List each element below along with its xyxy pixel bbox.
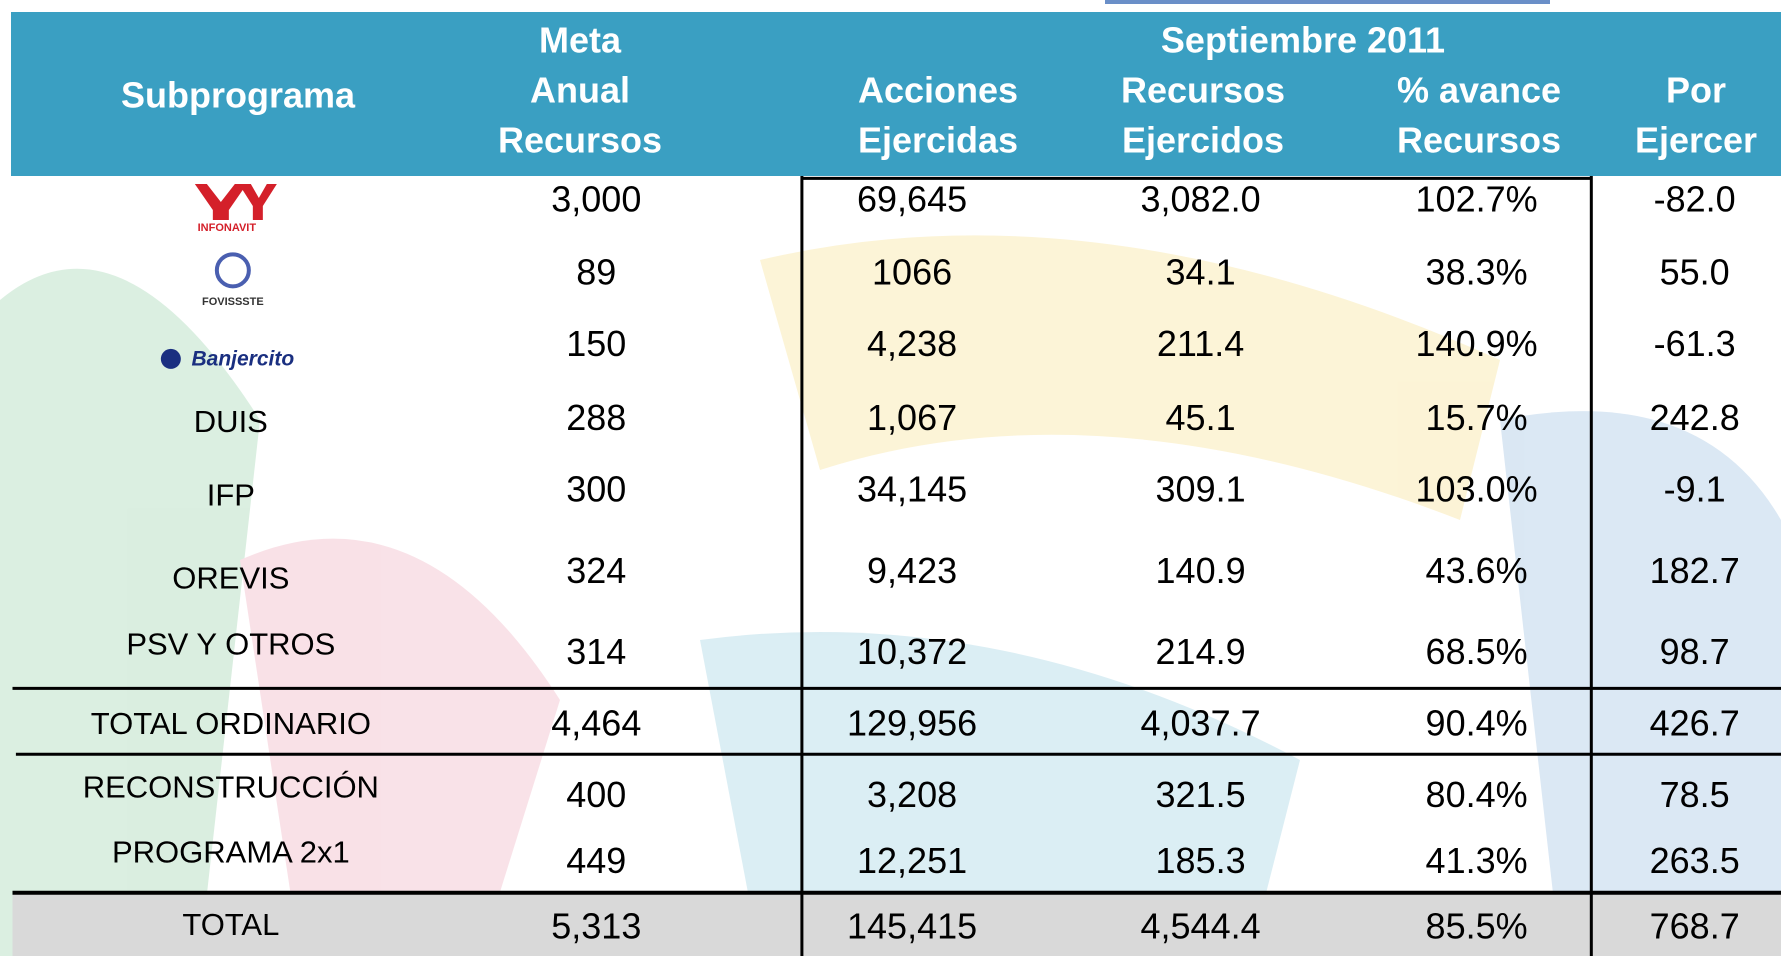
cell: 426.7 bbox=[1650, 702, 1740, 743]
header-subprograma: Subprograma bbox=[121, 75, 356, 116]
cell: 449 bbox=[566, 840, 626, 881]
bg-shape bbox=[0, 268, 260, 956]
cell: 102.7% bbox=[1416, 179, 1538, 220]
logo-icon bbox=[194, 184, 277, 221]
cell: 314 bbox=[566, 631, 626, 672]
cell: 12,251 bbox=[857, 840, 967, 881]
cell: 80.4% bbox=[1426, 774, 1528, 815]
cell: 214.9 bbox=[1156, 631, 1246, 672]
cell: 10,372 bbox=[857, 631, 967, 672]
cell: 185.3 bbox=[1156, 840, 1246, 881]
background-shapes bbox=[0, 235, 1781, 956]
cell: 55.0 bbox=[1660, 251, 1730, 292]
header-acciones: Acciones bbox=[858, 70, 1018, 111]
cell: 43.6% bbox=[1426, 550, 1528, 591]
header-por: Por bbox=[1666, 70, 1726, 111]
row-label: PSV Y OTROS bbox=[126, 626, 335, 661]
logo-text: Banjercito bbox=[191, 348, 294, 371]
cell: 129,956 bbox=[847, 702, 977, 743]
cell: 321.5 bbox=[1156, 774, 1246, 815]
cell: 211.4 bbox=[1157, 323, 1244, 364]
logo-text: INFONAVIT bbox=[198, 222, 257, 234]
header-meta: Recursos bbox=[498, 120, 662, 161]
row-label: OREVIS bbox=[172, 561, 289, 596]
logo-text: FOVISSSTE bbox=[202, 296, 264, 308]
cell: 4,464 bbox=[551, 702, 641, 743]
cell: 300 bbox=[566, 468, 626, 509]
bg-shape bbox=[240, 538, 560, 956]
cell: 150 bbox=[566, 323, 626, 364]
header-group: Septiembre 2011 bbox=[1161, 20, 1445, 61]
cell: 3,208 bbox=[867, 774, 957, 815]
header-por: Ejercer bbox=[1635, 120, 1757, 161]
cell: 3,082.0 bbox=[1141, 179, 1261, 220]
cell: 34.1 bbox=[1166, 251, 1236, 292]
row-label: TOTAL ORDINARIO bbox=[91, 706, 371, 741]
bg-shape bbox=[1500, 411, 1781, 956]
cell: 4,037.7 bbox=[1141, 702, 1261, 743]
cell: 98.7 bbox=[1660, 631, 1730, 672]
row-label: RECONSTRUCCIÓN bbox=[83, 770, 379, 805]
header-acciones: Ejercidas bbox=[858, 120, 1018, 161]
bg-shape bbox=[700, 632, 1300, 956]
cell: 140.9 bbox=[1156, 550, 1246, 591]
cell: 38.3% bbox=[1426, 251, 1528, 292]
header-avance: % avance bbox=[1397, 70, 1561, 111]
cell: 1,067 bbox=[867, 397, 957, 438]
cell: 85.5% bbox=[1426, 906, 1528, 947]
cell: 3,000 bbox=[551, 179, 641, 220]
cell: 4,238 bbox=[867, 323, 957, 364]
cell: 41.3% bbox=[1426, 840, 1528, 881]
cell: 89 bbox=[576, 251, 616, 292]
cell: 400 bbox=[566, 774, 626, 815]
header-bg bbox=[11, 12, 1781, 176]
cell: 68.5% bbox=[1426, 631, 1528, 672]
cell: 5,313 bbox=[551, 906, 641, 947]
logo-icon bbox=[214, 252, 251, 289]
cell: 288 bbox=[566, 397, 626, 438]
cell: 69,645 bbox=[857, 179, 967, 220]
cell: 242.8 bbox=[1650, 397, 1740, 438]
cell: 45.1 bbox=[1166, 397, 1236, 438]
cell: 140.9% bbox=[1416, 323, 1538, 364]
cell: 103.0% bbox=[1416, 468, 1538, 509]
header-meta: Meta bbox=[539, 20, 622, 61]
cell: 263.5 bbox=[1650, 840, 1740, 881]
header-accent bbox=[1105, 0, 1550, 4]
row-label: PROGRAMA 2x1 bbox=[112, 834, 350, 869]
cell: 4,544.4 bbox=[1141, 906, 1261, 947]
cell: 768.7 bbox=[1650, 906, 1740, 947]
cell: 324 bbox=[566, 550, 626, 591]
header-avance: Recursos bbox=[1397, 120, 1561, 161]
row-label: TOTAL bbox=[182, 907, 279, 942]
header-recursos: Ejercidos bbox=[1122, 120, 1284, 161]
header-meta: Anual bbox=[530, 70, 630, 111]
row-label: IFP bbox=[207, 478, 255, 513]
header-recursos: Recursos bbox=[1121, 70, 1285, 111]
cell: -82.0 bbox=[1654, 179, 1736, 220]
cell: 182.7 bbox=[1650, 550, 1740, 591]
bg-shape bbox=[760, 235, 1500, 520]
logo-icon bbox=[160, 348, 181, 369]
row-label: DUIS bbox=[194, 404, 268, 439]
cell: -61.3 bbox=[1654, 323, 1736, 364]
cell: 15.7% bbox=[1426, 397, 1528, 438]
cell: 34,145 bbox=[857, 468, 967, 509]
cell: -9.1 bbox=[1664, 468, 1726, 509]
cell: 78.5 bbox=[1660, 774, 1730, 815]
cell: 1066 bbox=[872, 251, 952, 292]
total-row-bg bbox=[12, 892, 1781, 956]
cell: 309.1 bbox=[1156, 468, 1246, 509]
cell: 9,423 bbox=[867, 550, 957, 591]
cell: 90.4% bbox=[1426, 702, 1528, 743]
cell: 145,415 bbox=[847, 906, 977, 947]
